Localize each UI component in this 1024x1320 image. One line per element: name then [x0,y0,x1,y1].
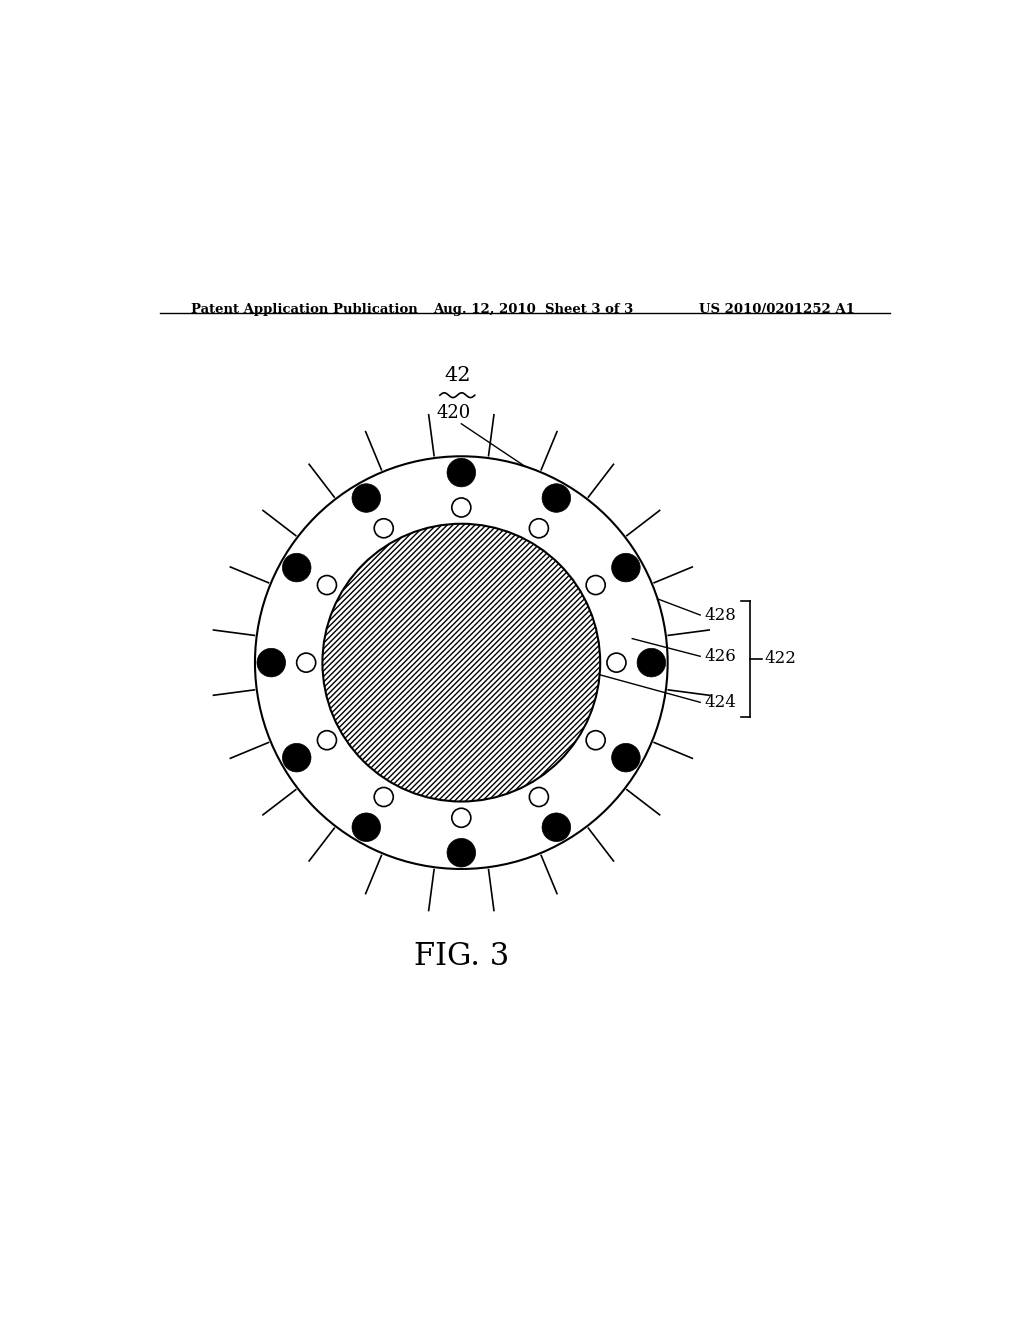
Text: 426: 426 [705,648,736,665]
Circle shape [297,653,315,672]
Circle shape [607,653,626,672]
Text: 42: 42 [444,366,471,385]
Circle shape [317,576,337,594]
Circle shape [529,519,549,537]
Circle shape [452,808,471,828]
Circle shape [452,498,471,517]
Text: 428: 428 [705,606,736,623]
Circle shape [447,838,475,867]
Text: US 2010/0201252 A1: US 2010/0201252 A1 [699,304,855,315]
Circle shape [611,743,640,772]
Circle shape [283,553,311,582]
Circle shape [352,813,381,842]
Circle shape [323,524,600,801]
Circle shape [542,813,570,842]
Circle shape [637,648,666,677]
Circle shape [255,457,668,869]
Circle shape [586,731,605,750]
Circle shape [283,743,311,772]
Circle shape [586,576,605,594]
Text: 422: 422 [765,651,797,667]
Circle shape [542,483,570,512]
Text: Patent Application Publication: Patent Application Publication [191,304,418,315]
Circle shape [317,731,337,750]
Circle shape [529,788,549,807]
Text: 420: 420 [436,404,470,422]
Circle shape [374,519,393,537]
Circle shape [352,483,381,512]
Text: FIG. 3: FIG. 3 [414,941,509,972]
Circle shape [611,553,640,582]
Circle shape [374,788,393,807]
Text: 424: 424 [705,694,736,710]
Text: Aug. 12, 2010  Sheet 3 of 3: Aug. 12, 2010 Sheet 3 of 3 [433,304,634,315]
Circle shape [257,648,286,677]
Circle shape [447,458,475,487]
